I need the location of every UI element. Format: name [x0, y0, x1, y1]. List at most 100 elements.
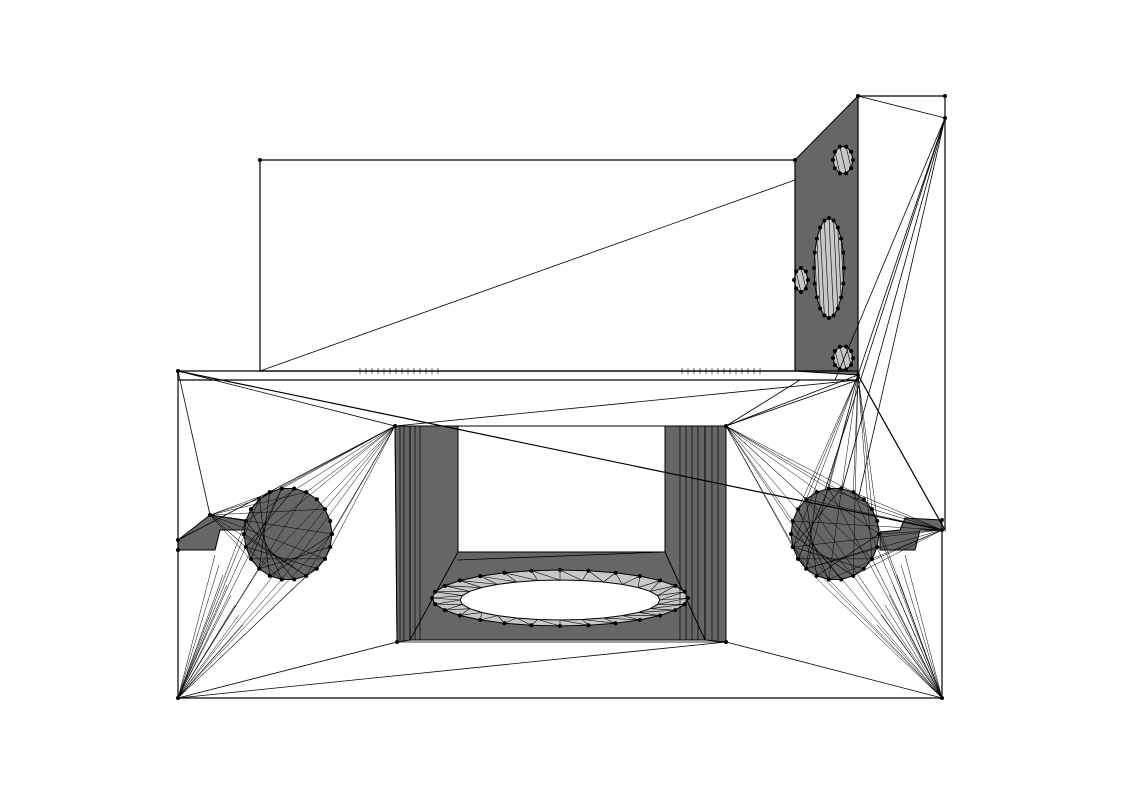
fan-edge: [853, 529, 943, 577]
mesh-vertex: [243, 519, 248, 524]
mesh-vertex: [837, 144, 842, 149]
mesh-vertex: [844, 171, 849, 176]
mesh-vertex: [790, 519, 795, 524]
mesh-vertex: [849, 166, 854, 171]
fan-edge: [725, 425, 793, 522]
fan-edge: [209, 508, 326, 516]
mesh-vertex: [328, 544, 333, 549]
mesh-vertex: [804, 497, 809, 502]
mesh-vertex: [940, 528, 944, 532]
mesh-vertex: [794, 269, 799, 274]
mesh-edge: [857, 95, 946, 119]
ring-rung: [480, 615, 498, 621]
fan-edge: [828, 488, 943, 699]
mesh-vertex: [613, 621, 618, 626]
ring-rung: [615, 572, 623, 585]
mesh-vertex: [814, 236, 819, 241]
fan-edge: [904, 554, 943, 699]
mesh-vertex: [839, 295, 844, 300]
ring-rung: [516, 617, 532, 626]
fan-edge: [853, 374, 859, 576]
disc-rung: [790, 533, 854, 577]
fan-edge: [792, 520, 943, 699]
mesh-vertex: [827, 216, 831, 220]
mesh-vertex: [279, 486, 284, 491]
mesh-vertex: [877, 532, 881, 536]
hole-rung: [816, 238, 821, 309]
mesh-vertex: [257, 566, 262, 571]
mesh-vertex: [330, 532, 334, 536]
mesh-vertex: [433, 589, 438, 594]
mesh-vertex: [176, 369, 180, 373]
mesh-vertex: [839, 486, 844, 491]
mesh-vertex: [267, 573, 272, 578]
mesh-vertex: [658, 613, 663, 618]
slab-edge: [725, 641, 943, 699]
mesh-vertex: [393, 424, 397, 428]
mesh-vertex: [839, 236, 844, 241]
fan-edge: [281, 425, 396, 580]
disc-rung: [269, 533, 333, 577]
fan-edge: [725, 425, 829, 489]
mesh-vertex: [841, 281, 846, 286]
right-wall-outline: [857, 95, 946, 533]
disc-rung: [258, 499, 271, 576]
fan-edge: [177, 499, 260, 699]
hole-rung: [834, 350, 841, 370]
ring-rung: [459, 580, 482, 588]
fan-edge: [209, 491, 307, 516]
mesh-vertex: [658, 578, 663, 583]
mesh-vertex: [794, 286, 799, 291]
fan-edge: [892, 584, 943, 699]
mesh-vertex: [304, 490, 309, 495]
disc-rung: [245, 546, 317, 570]
ring-rung: [431, 597, 461, 601]
fan-edge: [805, 374, 859, 569]
disc-rung: [259, 546, 331, 570]
hole-rung: [845, 346, 852, 366]
fan-edge: [805, 374, 859, 500]
mesh-edge: [857, 117, 946, 501]
mesh-vertex: [529, 568, 534, 573]
fan-edge: [177, 584, 228, 699]
mesh-vertex: [558, 568, 562, 572]
ring-rung: [588, 570, 604, 583]
ring-rung: [603, 617, 640, 621]
mesh-vertex: [839, 577, 844, 582]
mesh-vertex: [792, 278, 796, 282]
mesh-vertex: [433, 602, 438, 607]
fan-edge: [725, 425, 829, 580]
mesh-vertex: [793, 158, 797, 162]
mesh-vertex: [790, 544, 795, 549]
mesh-vertex: [851, 490, 856, 495]
mesh-vertex: [835, 306, 840, 311]
ring-rung: [559, 619, 589, 626]
mesh-vertex: [870, 507, 875, 512]
mesh-vertex: [832, 348, 837, 353]
ring-rung: [435, 591, 463, 596]
mesh-vertex: [789, 532, 793, 536]
slab-edge: [177, 370, 211, 516]
mesh-vertex: [314, 497, 319, 502]
ring-rung: [659, 597, 689, 601]
ring-rung: [459, 608, 471, 616]
mesh-edge: [824, 117, 946, 491]
mesh-vertex: [724, 640, 728, 644]
fan-edge: [725, 425, 873, 510]
mesh-vertex: [795, 507, 800, 512]
front-slab-top-edge: [177, 370, 859, 381]
ring-rung: [638, 609, 676, 613]
mesh-vertex: [586, 623, 591, 628]
mesh-vertex: [875, 544, 880, 549]
mesh-vertex: [826, 486, 831, 491]
back-panel-diagonal: [259, 179, 796, 372]
fan-edge: [177, 624, 244, 699]
slab-edge: [394, 379, 859, 427]
fan-edge: [792, 374, 859, 548]
mesh-edges: [177, 95, 946, 699]
mesh-vertex: [673, 608, 678, 613]
mesh-vertex: [682, 589, 687, 594]
fan-edge: [306, 425, 396, 576]
ring-rung: [444, 585, 482, 588]
ring-rung: [622, 615, 640, 621]
